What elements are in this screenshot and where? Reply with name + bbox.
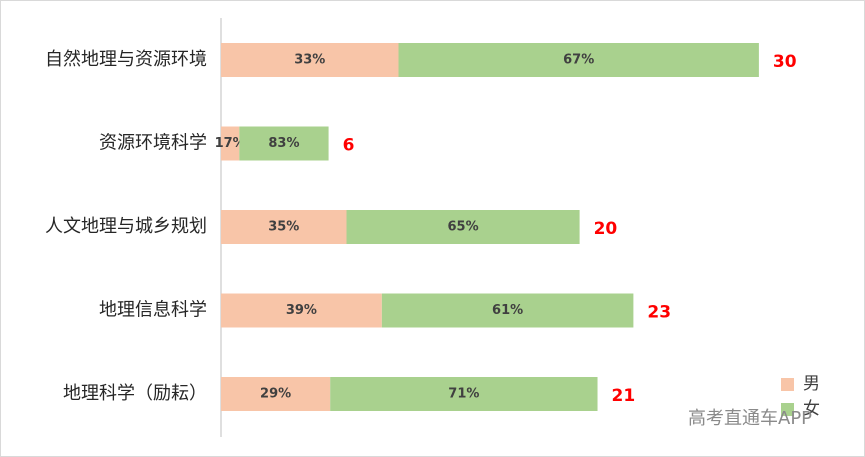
segment-label: 71%	[448, 387, 479, 402]
bar-segment	[221, 126, 240, 161]
bar-segment	[330, 377, 598, 411]
category-label: 地理信息科学	[99, 300, 207, 321]
total-label: 6	[343, 136, 355, 156]
category-label: 资源环境科学	[99, 133, 207, 154]
bar-segment	[381, 293, 634, 328]
total-label: 23	[647, 303, 671, 323]
category-label: 人文地理与城乡规划	[45, 216, 207, 237]
legend-label: 男	[803, 374, 820, 394]
total-label: 21	[612, 386, 636, 406]
legend-swatch	[781, 403, 794, 416]
bar-segment	[398, 43, 759, 77]
watermark: 高考直通车APP	[688, 408, 812, 429]
legend-swatch	[781, 378, 794, 391]
segment-label: 83%	[268, 136, 299, 151]
bar-segment	[221, 293, 382, 328]
bar-segment	[221, 210, 347, 244]
total-label: 30	[773, 52, 797, 72]
segment-label: 35%	[268, 220, 299, 235]
segment-label: 65%	[447, 220, 478, 235]
segment-label: 17%	[215, 136, 246, 151]
total-label: 20	[594, 219, 618, 239]
segment-label: 33%	[294, 53, 325, 68]
bar-segment	[346, 210, 580, 244]
bar-segment	[239, 126, 329, 161]
bar-segment	[221, 377, 331, 411]
segment-label: 29%	[260, 387, 291, 402]
category-label: 自然地理与资源环境	[45, 49, 207, 70]
bar-segment	[221, 43, 399, 77]
legend-label: 女	[803, 399, 820, 419]
segment-label: 67%	[563, 53, 594, 68]
category-label: 地理科学（励耘）	[63, 383, 207, 404]
segment-label: 39%	[286, 303, 317, 318]
segment-label: 61%	[492, 303, 523, 318]
